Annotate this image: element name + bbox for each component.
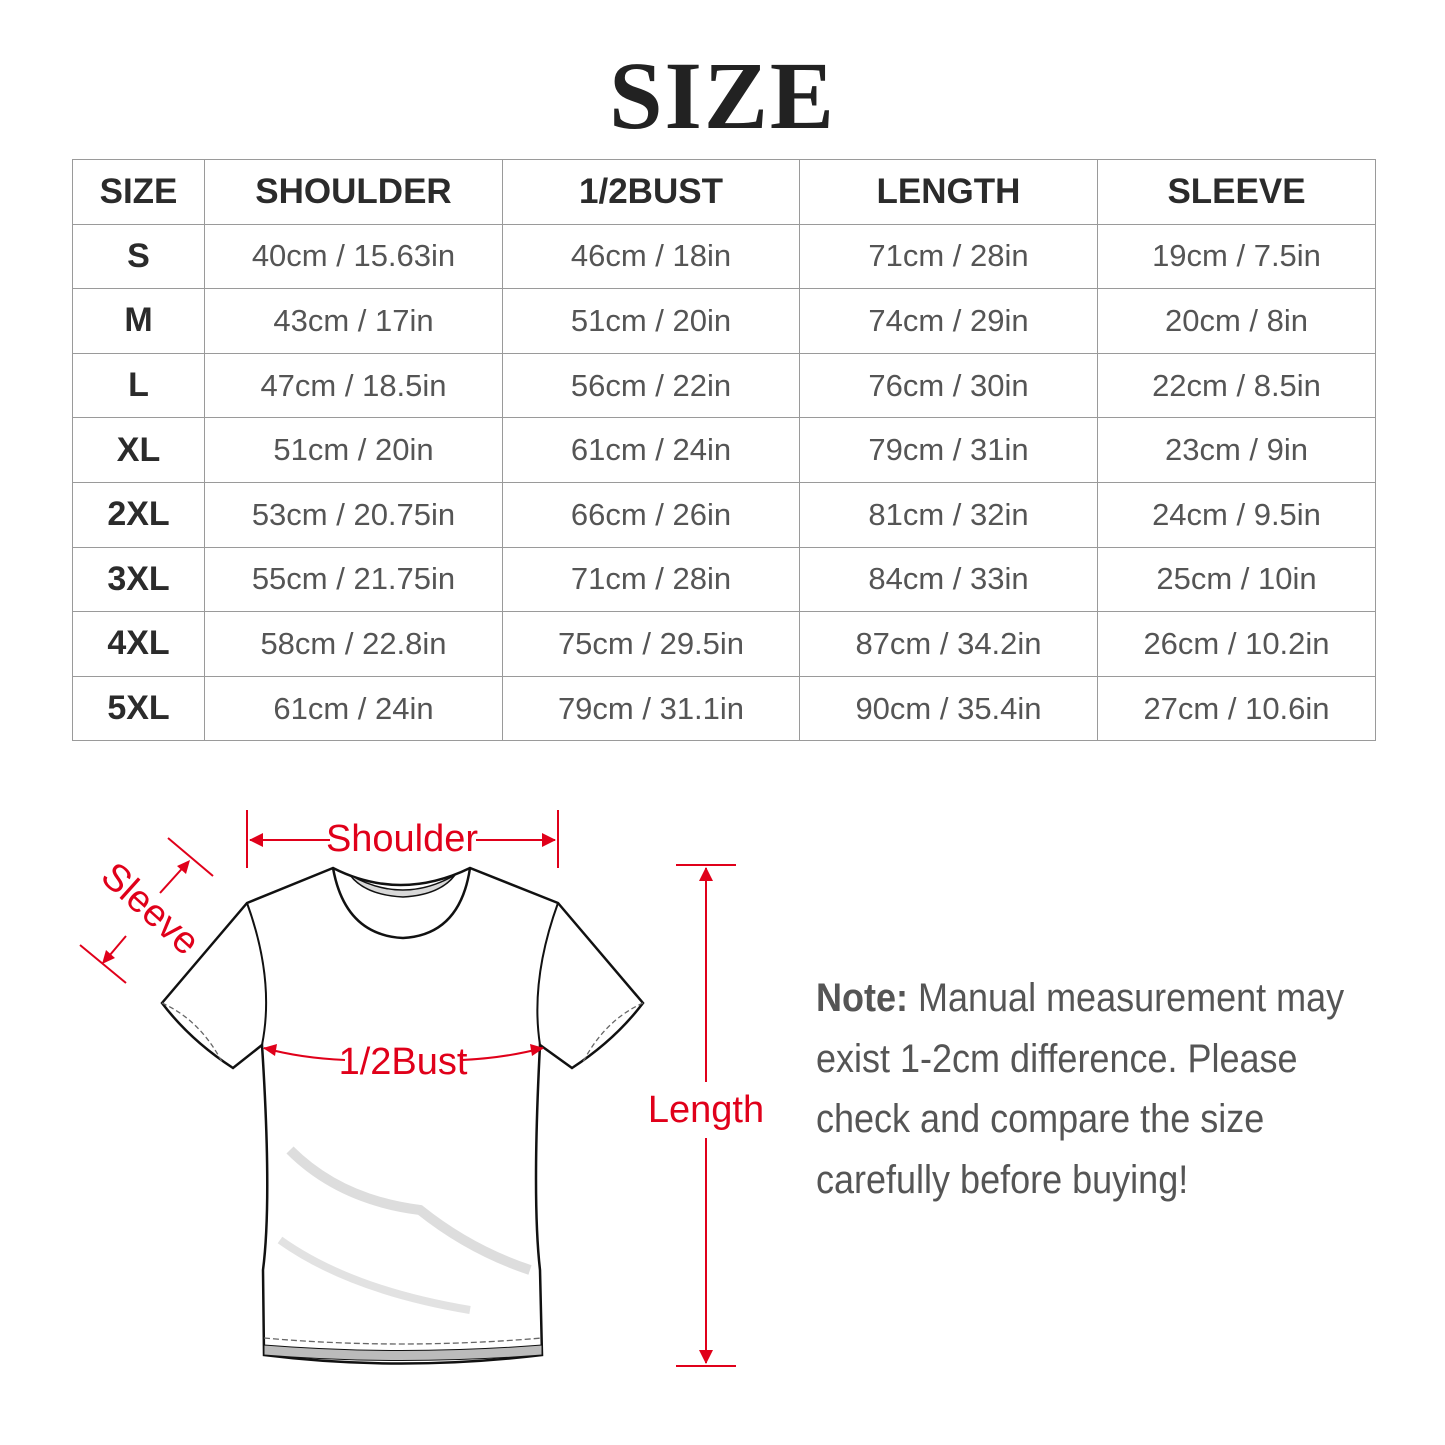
table-row: XL 51cm / 20in 61cm / 24in 79cm / 31in 23cm …	[72, 417, 1376, 483]
measurement-cell: 79cm / 31.1in	[502, 675, 800, 742]
measurement-cell: 61cm / 24in	[502, 417, 800, 483]
measurement-cell: 58cm / 22.8in	[204, 611, 503, 677]
tshirt-illustration	[160, 866, 645, 1365]
size-cell: 4XL	[72, 611, 205, 677]
measurement-cell: 25cm / 10in	[1097, 546, 1376, 613]
measurement-cell: 22cm / 8.5in	[1097, 352, 1376, 419]
size-cell: S	[72, 223, 205, 290]
page-title: SIZE	[609, 42, 836, 149]
measurement-cell: 61cm / 24in	[204, 675, 503, 742]
measurement-cell: 40cm / 15.63in	[204, 223, 503, 290]
measurement-cell: 23cm / 9in	[1097, 417, 1376, 483]
size-table: SIZE SHOULDER 1/2BUST LENGTH SLEEVE S 40cm / …	[72, 159, 1376, 742]
table-row: L 47cm / 18.5in 56cm / 22in 76cm / 30in 22cm…	[72, 352, 1376, 419]
column-header-size: SIZE	[72, 159, 205, 225]
column-header-sleeve: SLEEVE	[1097, 159, 1376, 225]
table-row: M 43cm / 17in 51cm / 20in 74cm / 29in 20cm /…	[72, 288, 1376, 354]
bust-label: 1/2Bust	[339, 1041, 468, 1083]
measurement-cell: 84cm / 33in	[799, 546, 1098, 613]
note-body: Manual measurement may exist 1-2cm diffe…	[816, 976, 1345, 1202]
length-label: Length	[648, 1089, 764, 1131]
shoulder-measure	[246, 810, 559, 868]
measurement-cell: 75cm / 29.5in	[502, 611, 800, 677]
measurement-cell: 46cm / 18in	[502, 223, 800, 290]
length-measure	[676, 864, 736, 1367]
measurement-cell: 90cm / 35.4in	[799, 675, 1098, 742]
measurement-cell: 51cm / 20in	[204, 417, 503, 483]
measurement-cell: 47cm / 18.5in	[204, 352, 503, 419]
measurement-cell: 55cm / 21.75in	[204, 546, 503, 613]
measurement-cell: 26cm / 10.2in	[1097, 611, 1376, 677]
size-cell: 3XL	[72, 546, 205, 613]
table-row: S 40cm / 15.63in 46cm / 18in 71cm / 28in 19c…	[72, 223, 1376, 290]
measurement-cell: 66cm / 26in	[502, 481, 800, 548]
note-label: Note:	[816, 976, 908, 1020]
size-cell: 2XL	[72, 481, 205, 548]
measurement-cell: 76cm / 30in	[799, 352, 1098, 419]
measurement-cell: 27cm / 10.6in	[1097, 675, 1376, 742]
measurement-cell: 51cm / 20in	[502, 288, 800, 354]
note-text: Note: Manual measurement may exist 1-2cm…	[816, 968, 1365, 1210]
measurement-cell: 79cm / 31in	[799, 417, 1098, 483]
table-row: 3XL 55cm / 21.75in 71cm / 28in 84cm / 33in 2…	[72, 546, 1376, 613]
table-header-row: SIZE SHOULDER 1/2BUST LENGTH SLEEVE	[72, 159, 1376, 225]
size-cell: L	[72, 352, 205, 419]
column-header-12bust: 1/2BUST	[502, 159, 800, 225]
table-row: 2XL 53cm / 20.75in 66cm / 26in 81cm / 32in 2…	[72, 481, 1376, 548]
sleeve-measure	[79, 837, 214, 984]
size-cell: M	[72, 288, 205, 354]
table-row: 5XL 61cm / 24in 79cm / 31.1in 90cm / 35.4in…	[72, 675, 1376, 742]
sleeve-label: Sleeve	[93, 855, 207, 964]
bust-measure	[263, 1044, 544, 1061]
size-cell: 5XL	[72, 675, 205, 742]
measurement-cell: 20cm / 8in	[1097, 288, 1376, 354]
measurement-cell: 24cm / 9.5in	[1097, 481, 1376, 548]
measurement-cell: 81cm / 32in	[799, 481, 1098, 548]
measurement-cell: 43cm / 17in	[204, 288, 503, 354]
column-header-length: LENGTH	[799, 159, 1098, 225]
measurement-cell: 71cm / 28in	[502, 546, 800, 613]
measurement-cell: 56cm / 22in	[502, 352, 800, 419]
measurement-cell: 74cm / 29in	[799, 288, 1098, 354]
measurement-cell: 19cm / 7.5in	[1097, 223, 1376, 290]
measurement-cell: 53cm / 20.75in	[204, 481, 503, 548]
shoulder-label: Shoulder	[326, 818, 478, 860]
